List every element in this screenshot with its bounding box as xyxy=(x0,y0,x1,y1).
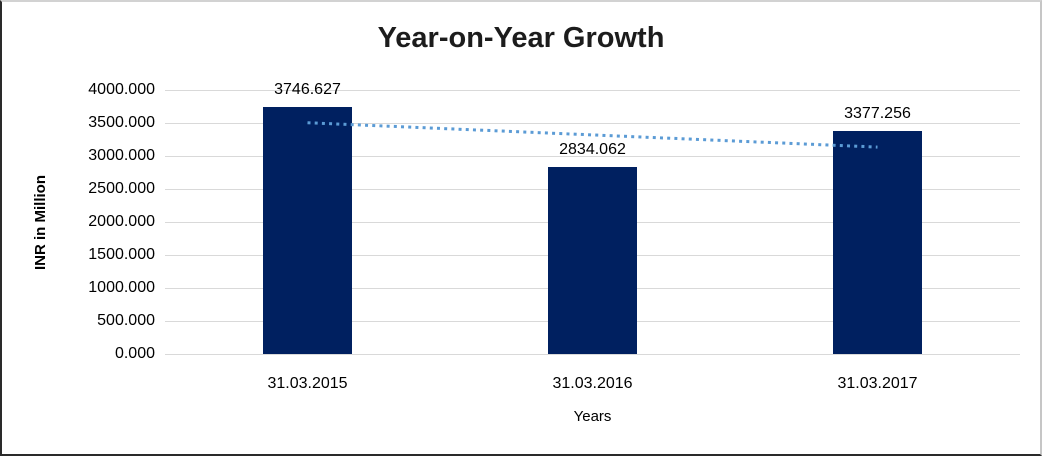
bar-value-label: 2834.062 xyxy=(559,140,626,158)
y-axis-tick-label: 1500.000 xyxy=(88,246,155,263)
x-axis-tick-label: 31.03.2016 xyxy=(552,375,633,392)
gridline xyxy=(165,354,1020,355)
gridline xyxy=(165,156,1020,157)
bar-value-label: 3746.627 xyxy=(274,80,341,98)
gridline xyxy=(165,90,1020,91)
x-axis-tick-label: 31.03.2017 xyxy=(837,375,918,392)
y-axis-tick-label: 4000.000 xyxy=(88,81,155,98)
y-axis-tick-label: 0.000 xyxy=(114,345,155,362)
y-axis-tick-label: 3000.000 xyxy=(88,147,155,164)
x-axis-tick-label: 31.03.2015 xyxy=(267,375,348,392)
bar-31.03.2015 xyxy=(263,106,352,354)
y-axis-tick-label: 500.000 xyxy=(97,312,155,329)
y-axis-tick-label: 3500.000 xyxy=(88,114,155,131)
chart-title: Year-on-Year Growth xyxy=(377,22,665,54)
bar-31.03.2017 xyxy=(833,131,922,354)
bar-31.03.2016 xyxy=(548,166,637,354)
bar-value-label: 3377.256 xyxy=(844,105,911,123)
x-axis-title: Years xyxy=(573,408,612,425)
y-axis-tick-label: 2000.000 xyxy=(88,213,155,230)
plot-area: 3746.627 2834.062 3377.256 xyxy=(165,81,1020,355)
y-axis-tick-label: 2500.000 xyxy=(88,180,155,197)
y-axis-tick-label: 1000.000 xyxy=(88,279,155,296)
